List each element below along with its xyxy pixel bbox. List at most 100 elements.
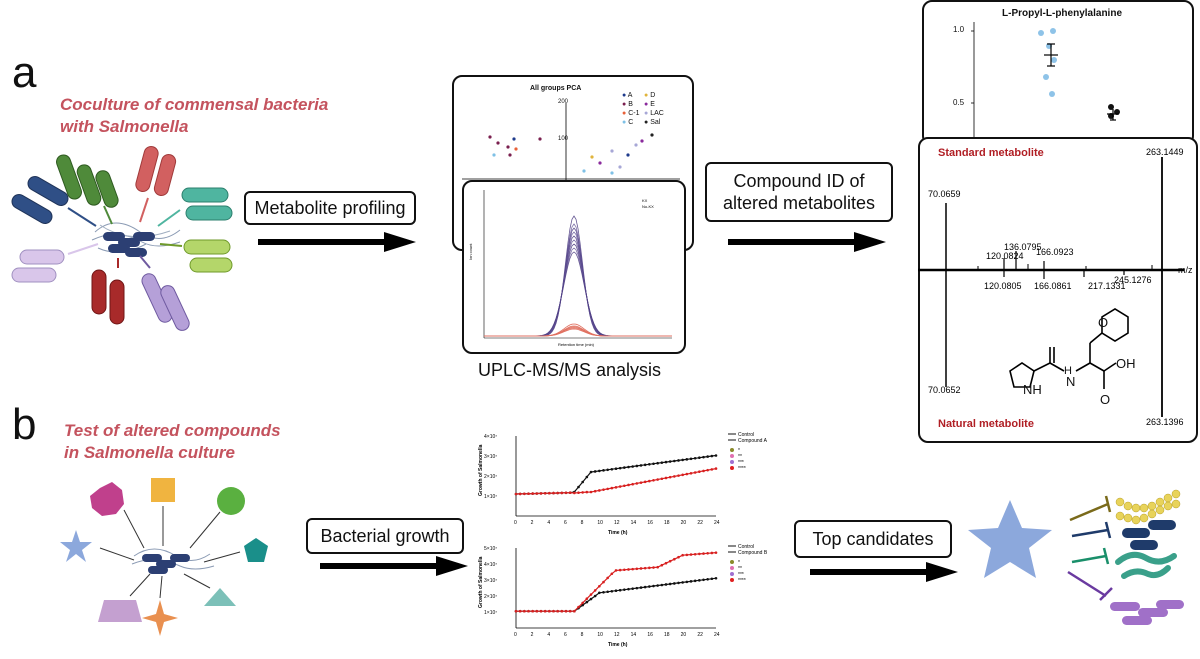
control-point <box>673 459 676 463</box>
chrom-ylabel: Ion count <box>468 243 473 260</box>
treatment-point <box>577 605 580 609</box>
treatment-point <box>623 568 626 572</box>
treatment-point <box>610 486 614 490</box>
pca-point <box>512 137 516 141</box>
control-point <box>639 464 643 467</box>
sig-label: **** <box>738 466 746 472</box>
x-tick-label: 0 <box>514 520 517 526</box>
sig-label: * <box>738 560 740 566</box>
sig-dot-icon <box>730 566 734 570</box>
y-tick-label: 2×10⁷ <box>484 474 497 480</box>
pca-legend-item: ● C <box>622 119 633 126</box>
y-axis-label: Growth of Salmonella <box>478 444 484 496</box>
arrow-icon <box>810 562 958 582</box>
legend-label: Sal <box>650 119 661 126</box>
chrom-legend-0: KX <box>642 198 648 203</box>
dotplot-ytick: 0.5 <box>953 98 965 107</box>
legend-dot-icon: ● <box>622 101 629 108</box>
control-point <box>602 590 605 594</box>
control-point <box>589 597 593 601</box>
control-point <box>577 485 580 489</box>
sig-dot-icon <box>730 454 734 458</box>
x-tick-label: 24 <box>714 520 720 526</box>
chromatogram-plot: Ion count Retention time (min) KX No-KX <box>468 190 672 347</box>
sig-label: ** <box>738 454 742 460</box>
treatment-point <box>648 566 651 570</box>
treatment-point <box>531 492 534 495</box>
treatment-point <box>714 467 718 470</box>
pca-point <box>650 133 654 137</box>
treatment-point <box>706 551 709 555</box>
y-tick-label: 3×10⁷ <box>484 578 497 584</box>
structure-atom-O-1: O <box>1098 315 1109 330</box>
pca-tick: 100 <box>558 136 569 142</box>
pca-point <box>488 135 492 139</box>
control-point <box>714 454 718 457</box>
control-point <box>710 577 714 581</box>
x-axis-label: Time (h) <box>608 642 628 648</box>
arrow-icon <box>320 556 468 576</box>
control-point <box>652 462 655 466</box>
control-point <box>698 579 701 582</box>
y-tick-label: 4×10⁷ <box>484 562 497 568</box>
treatment-point <box>602 580 605 584</box>
treatment-point <box>577 491 580 494</box>
treatment-point <box>685 472 689 476</box>
compound-id-box: Compound ID of altered metabolites <box>705 162 893 222</box>
chrom-trace-kx <box>484 247 672 337</box>
y-tick-label: 1×10⁷ <box>484 494 497 500</box>
x-tick-label: 24 <box>714 632 720 638</box>
control-point <box>706 577 709 581</box>
treatment-point <box>518 609 522 613</box>
salmonella-cluster-icon <box>131 548 215 574</box>
pca-legend-item: ● LAC <box>644 110 664 117</box>
treatment-point <box>548 609 551 613</box>
treatment-point <box>585 490 589 494</box>
sig-label: *** <box>738 460 744 466</box>
control-point <box>598 469 601 473</box>
pca-point <box>626 153 630 157</box>
x-tick-label: 2 <box>531 632 534 638</box>
control-point <box>585 475 589 479</box>
sig-label: ** <box>738 566 742 572</box>
control-point <box>702 578 705 582</box>
control-point <box>593 470 597 473</box>
control-point <box>618 466 622 470</box>
treatment-point <box>531 609 534 613</box>
ms-peak-label: 136.0795 <box>1004 242 1042 252</box>
legend-label: A <box>627 92 633 99</box>
control-point <box>614 467 618 470</box>
legend-dot-icon: ● <box>644 119 651 126</box>
treatment-point <box>564 609 568 613</box>
pca-point <box>582 169 586 173</box>
treatment-point <box>527 492 530 495</box>
treatment-point <box>668 475 672 479</box>
chrom-legend-1: No-KX <box>642 204 654 209</box>
treatment-point <box>639 481 643 484</box>
control-point <box>631 465 634 468</box>
control-point <box>656 584 659 587</box>
control-point <box>693 579 697 583</box>
control-point <box>706 455 709 458</box>
treatment-point <box>702 552 705 555</box>
control-point <box>598 591 601 595</box>
legend-dot-icon: ● <box>644 92 651 99</box>
pca-point <box>492 153 496 157</box>
control-point <box>623 466 626 469</box>
structure-atom-OH: OH <box>1116 356 1136 371</box>
metabolite-profiling-box: Metabolite profiling <box>244 191 416 225</box>
ms-peak-label: 166.0861 <box>1034 281 1072 291</box>
treatment-point <box>523 492 526 496</box>
control-point <box>643 585 647 589</box>
x-tick-label: 10 <box>597 632 603 638</box>
treatment-point <box>564 491 568 495</box>
control-point <box>677 581 680 585</box>
control-point <box>610 467 614 471</box>
legend-label: C <box>628 119 634 126</box>
treatment-point <box>527 609 530 613</box>
treatment-point <box>710 468 714 471</box>
treatment-point <box>677 474 680 477</box>
panel-a-title: Coculture of commensal bacteria with Sal… <box>60 94 328 138</box>
treatment-point <box>573 491 576 495</box>
treatment-point <box>664 561 668 565</box>
